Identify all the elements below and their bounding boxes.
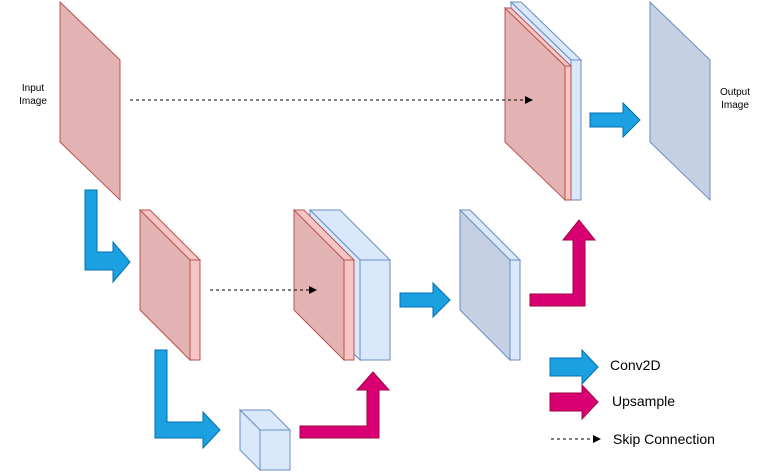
- legend-conv-label: Conv2D: [610, 357, 661, 373]
- upsample-arrow-level2-to-top: [529, 219, 597, 307]
- legend-skip-label: Skip Connection: [613, 431, 715, 447]
- conv-arrow-input-to-level2: [84, 189, 131, 284]
- bottleneck-cube-front: [259, 429, 291, 471]
- upsample-arrow-bottleneck-to-level2: [299, 371, 391, 439]
- input-image-slab: [59, 0, 121, 202]
- conv-arrow-level2-to-bottleneck: [154, 349, 221, 450]
- conv-arrow-top-to-output: [589, 101, 641, 139]
- legend-conv-icon: [549, 348, 599, 386]
- legend-upsample-label: Upsample: [612, 393, 676, 409]
- conv-arrow-level2-concat-to-decoder: [399, 281, 451, 319]
- output-image-label: Output Image: [719, 87, 751, 111]
- input-image-label: Input Image: [19, 83, 47, 107]
- output-image-slab: [649, 0, 711, 202]
- top-concat-back-side: [570, 59, 582, 201]
- legend-upsample-icon: [549, 383, 599, 421]
